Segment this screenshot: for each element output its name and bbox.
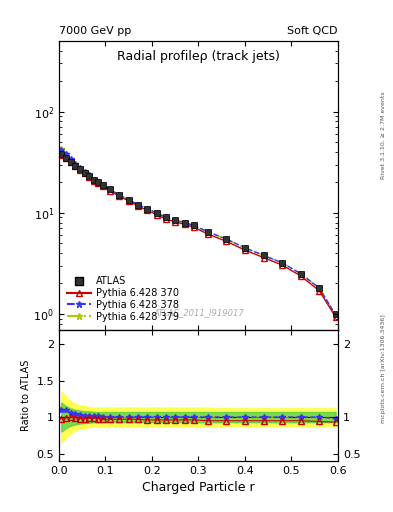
X-axis label: Charged Particle r: Charged Particle r <box>142 481 255 494</box>
Text: ATLAS_2011_I919017: ATLAS_2011_I919017 <box>153 308 244 317</box>
Text: Soft QCD: Soft QCD <box>288 26 338 36</box>
Text: mcplots.cern.ch [arXiv:1306.3436]: mcplots.cern.ch [arXiv:1306.3436] <box>381 314 386 423</box>
Text: 7000 GeV pp: 7000 GeV pp <box>59 26 131 36</box>
Text: Rivet 3.1.10, ≥ 2.7M events: Rivet 3.1.10, ≥ 2.7M events <box>381 92 386 180</box>
Legend: ATLAS, Pythia 6.428 370, Pythia 6.428 378, Pythia 6.428 379: ATLAS, Pythia 6.428 370, Pythia 6.428 37… <box>64 273 182 325</box>
Text: Radial profileρ (track jets): Radial profileρ (track jets) <box>117 50 280 62</box>
Y-axis label: Ratio to ATLAS: Ratio to ATLAS <box>21 359 31 431</box>
